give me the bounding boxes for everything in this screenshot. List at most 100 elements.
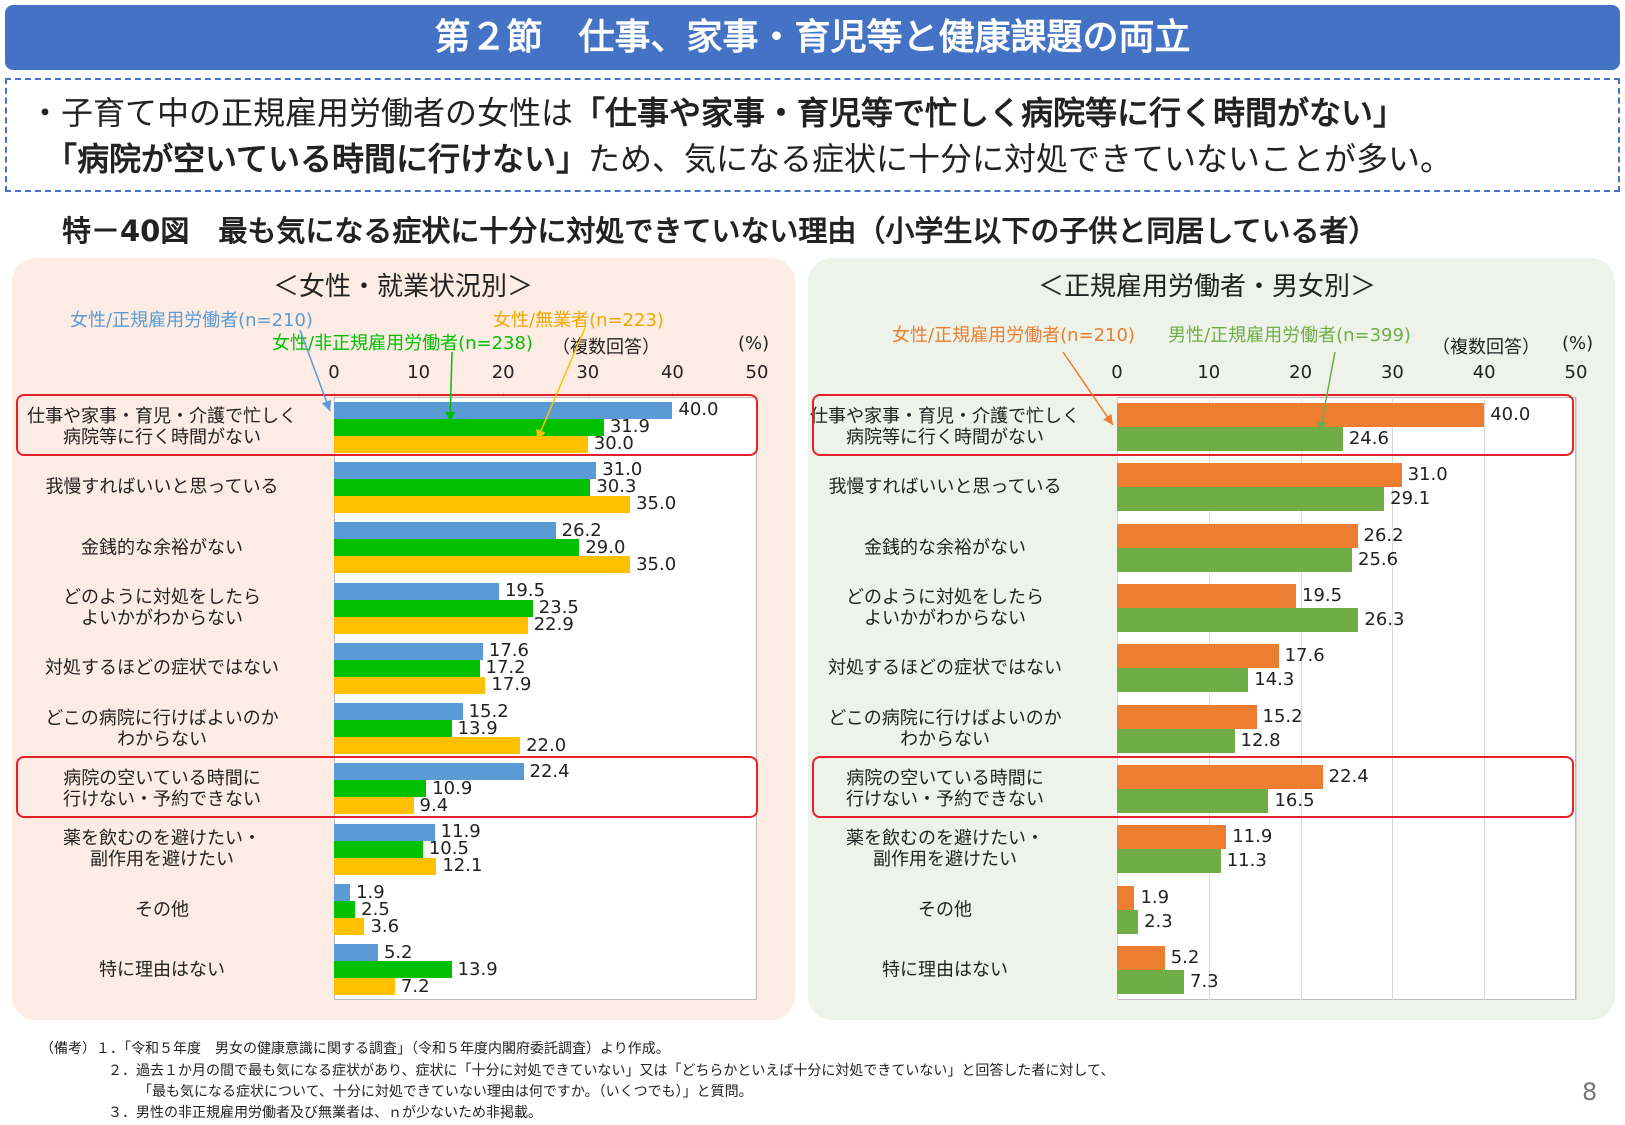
bar (334, 495, 631, 513)
figure-title: 特－40図 最も気になる症状に十分に対処できていない理由（小学生以下の子供と同居… (62, 214, 1378, 248)
grid-line (1576, 397, 1577, 1000)
value-label: 23.5 (538, 597, 579, 619)
legend-label: 女性/正規雇用労働者(n=210) (70, 310, 313, 331)
value-label: 5.2 (383, 941, 413, 963)
category-label: 病院の空いている時間に 行けない・予約できない (63, 767, 261, 810)
bar (1117, 849, 1221, 874)
category-label: 対処するほどの症状ではない (828, 657, 1062, 679)
bar (334, 763, 524, 781)
unit-note: （複数回答） (1432, 337, 1540, 358)
category-label: その他 (918, 899, 972, 921)
bar (334, 642, 483, 660)
bar (1117, 885, 1135, 910)
value-label: 26.3 (1364, 609, 1405, 631)
value-label: 12.1 (442, 855, 483, 877)
tick-mark (757, 392, 758, 397)
value-label: 29.1 (1390, 488, 1431, 510)
x-tick-label: 0 (1111, 362, 1123, 383)
bar (334, 884, 351, 902)
note: 「最も気になる症状について、十分に対処できていない理由は何ですか。（いくつでも）… (138, 1084, 753, 1100)
bar (334, 857, 437, 875)
bar (1117, 463, 1402, 488)
bar (1117, 788, 1269, 813)
category-label: 我慢すればいいと思っている (45, 476, 279, 498)
bar (334, 720, 452, 738)
bar (1117, 403, 1485, 428)
category-label: 金銭的な余裕がない (81, 537, 243, 559)
bar (334, 556, 631, 574)
bar (334, 944, 378, 962)
value-label: 35.0 (636, 493, 677, 515)
value-label: 11.3 (1226, 850, 1267, 872)
value-label: 19.5 (1302, 585, 1343, 607)
bar (334, 780, 427, 798)
summary-text: ・子育て中の正規雇用労働者の女性は (29, 94, 574, 132)
bar (334, 401, 673, 419)
bar (334, 901, 356, 919)
x-tick-label: 10 (407, 362, 431, 383)
bar (1117, 728, 1235, 753)
category-label: 我慢すればいいと思っている (828, 476, 1062, 498)
legend-arrow (536, 327, 586, 441)
legend-arrowhead (445, 411, 456, 422)
value-label: 25.6 (1358, 548, 1399, 570)
category-label: 対処するほどの症状ではない (45, 657, 279, 679)
bar (334, 616, 528, 634)
legend-arrowhead (1103, 413, 1113, 425)
bar (1117, 945, 1165, 970)
legend-arrow (449, 351, 453, 423)
bar (334, 797, 414, 815)
bar (334, 659, 480, 677)
value-label: 31.9 (609, 416, 650, 438)
bar (1117, 668, 1249, 693)
bar (334, 522, 556, 540)
highlight-box (16, 755, 758, 819)
bar (334, 478, 591, 496)
summary-emphasis: 「病院が空いている時間に行けない」 (45, 140, 589, 178)
value-label: 12.8 (1240, 729, 1281, 751)
category-label: 特に理由はない (882, 959, 1008, 981)
bar (1117, 487, 1385, 512)
value-label: 11.9 (440, 821, 481, 843)
chart-subtitle: ＜女性・就業状況別＞ (272, 272, 533, 302)
grid-line (1117, 397, 1118, 1000)
value-label: 31.0 (602, 459, 643, 481)
highlight-box (16, 394, 758, 457)
bar (334, 978, 395, 996)
bar (334, 582, 499, 600)
value-label: 15.2 (468, 700, 509, 722)
bar (1117, 825, 1227, 850)
bar (1117, 608, 1359, 633)
bar (1117, 704, 1257, 729)
value-label: 10.9 (432, 777, 473, 799)
value-label: 13.9 (457, 717, 498, 739)
x-tick-label: 50 (745, 362, 769, 383)
summary-line: 「病院が空いている時間に行けない」ため、気になる症状に十分に対処できていないこと… (45, 134, 1452, 180)
value-label: 13.9 (457, 958, 498, 980)
category-label: 仕事や家事・育児・介護で忙しく 病院等に行く時間がない (810, 406, 1080, 449)
legend-label: 男性/正規雇用労働者(n=399) (1168, 325, 1411, 346)
value-label: 35.0 (636, 553, 677, 575)
grid-line (1484, 397, 1486, 1000)
legend-label: 女性/非正規雇用労働者(n=238) (272, 333, 533, 354)
note: ２．過去１か月の間で最も気になる症状があり、症状に「十分に対処できていない」又は… (108, 1063, 1115, 1079)
x-tick-label: 0 (328, 362, 340, 383)
bar (334, 840, 423, 858)
value-label: 17.9 (491, 674, 532, 696)
page-number: 8 (1582, 1078, 1598, 1106)
x-tick-label: 40 (1472, 362, 1496, 383)
value-label: 14.3 (1254, 669, 1295, 691)
value-label: 7.2 (400, 975, 430, 997)
legend-label: 女性/正規雇用労働者(n=210) (892, 325, 1135, 346)
x-tick-label: 30 (1380, 362, 1404, 383)
summary-line: ・子育て中の正規雇用労働者の女性は「仕事や家事・育児等で忙しく病院等に行く時間が… (29, 88, 1405, 134)
bar (334, 418, 604, 436)
value-label: 19.5 (504, 580, 546, 602)
value-label: 11.9 (1232, 826, 1273, 848)
bar (334, 435, 588, 453)
value-label: 17.6 (488, 640, 529, 662)
legend-arrow (1062, 351, 1114, 426)
note: （備考）１．「令和５年度 男女の健康意識に関する調査」（令和５年度内閣府委託調査… (40, 1041, 670, 1057)
